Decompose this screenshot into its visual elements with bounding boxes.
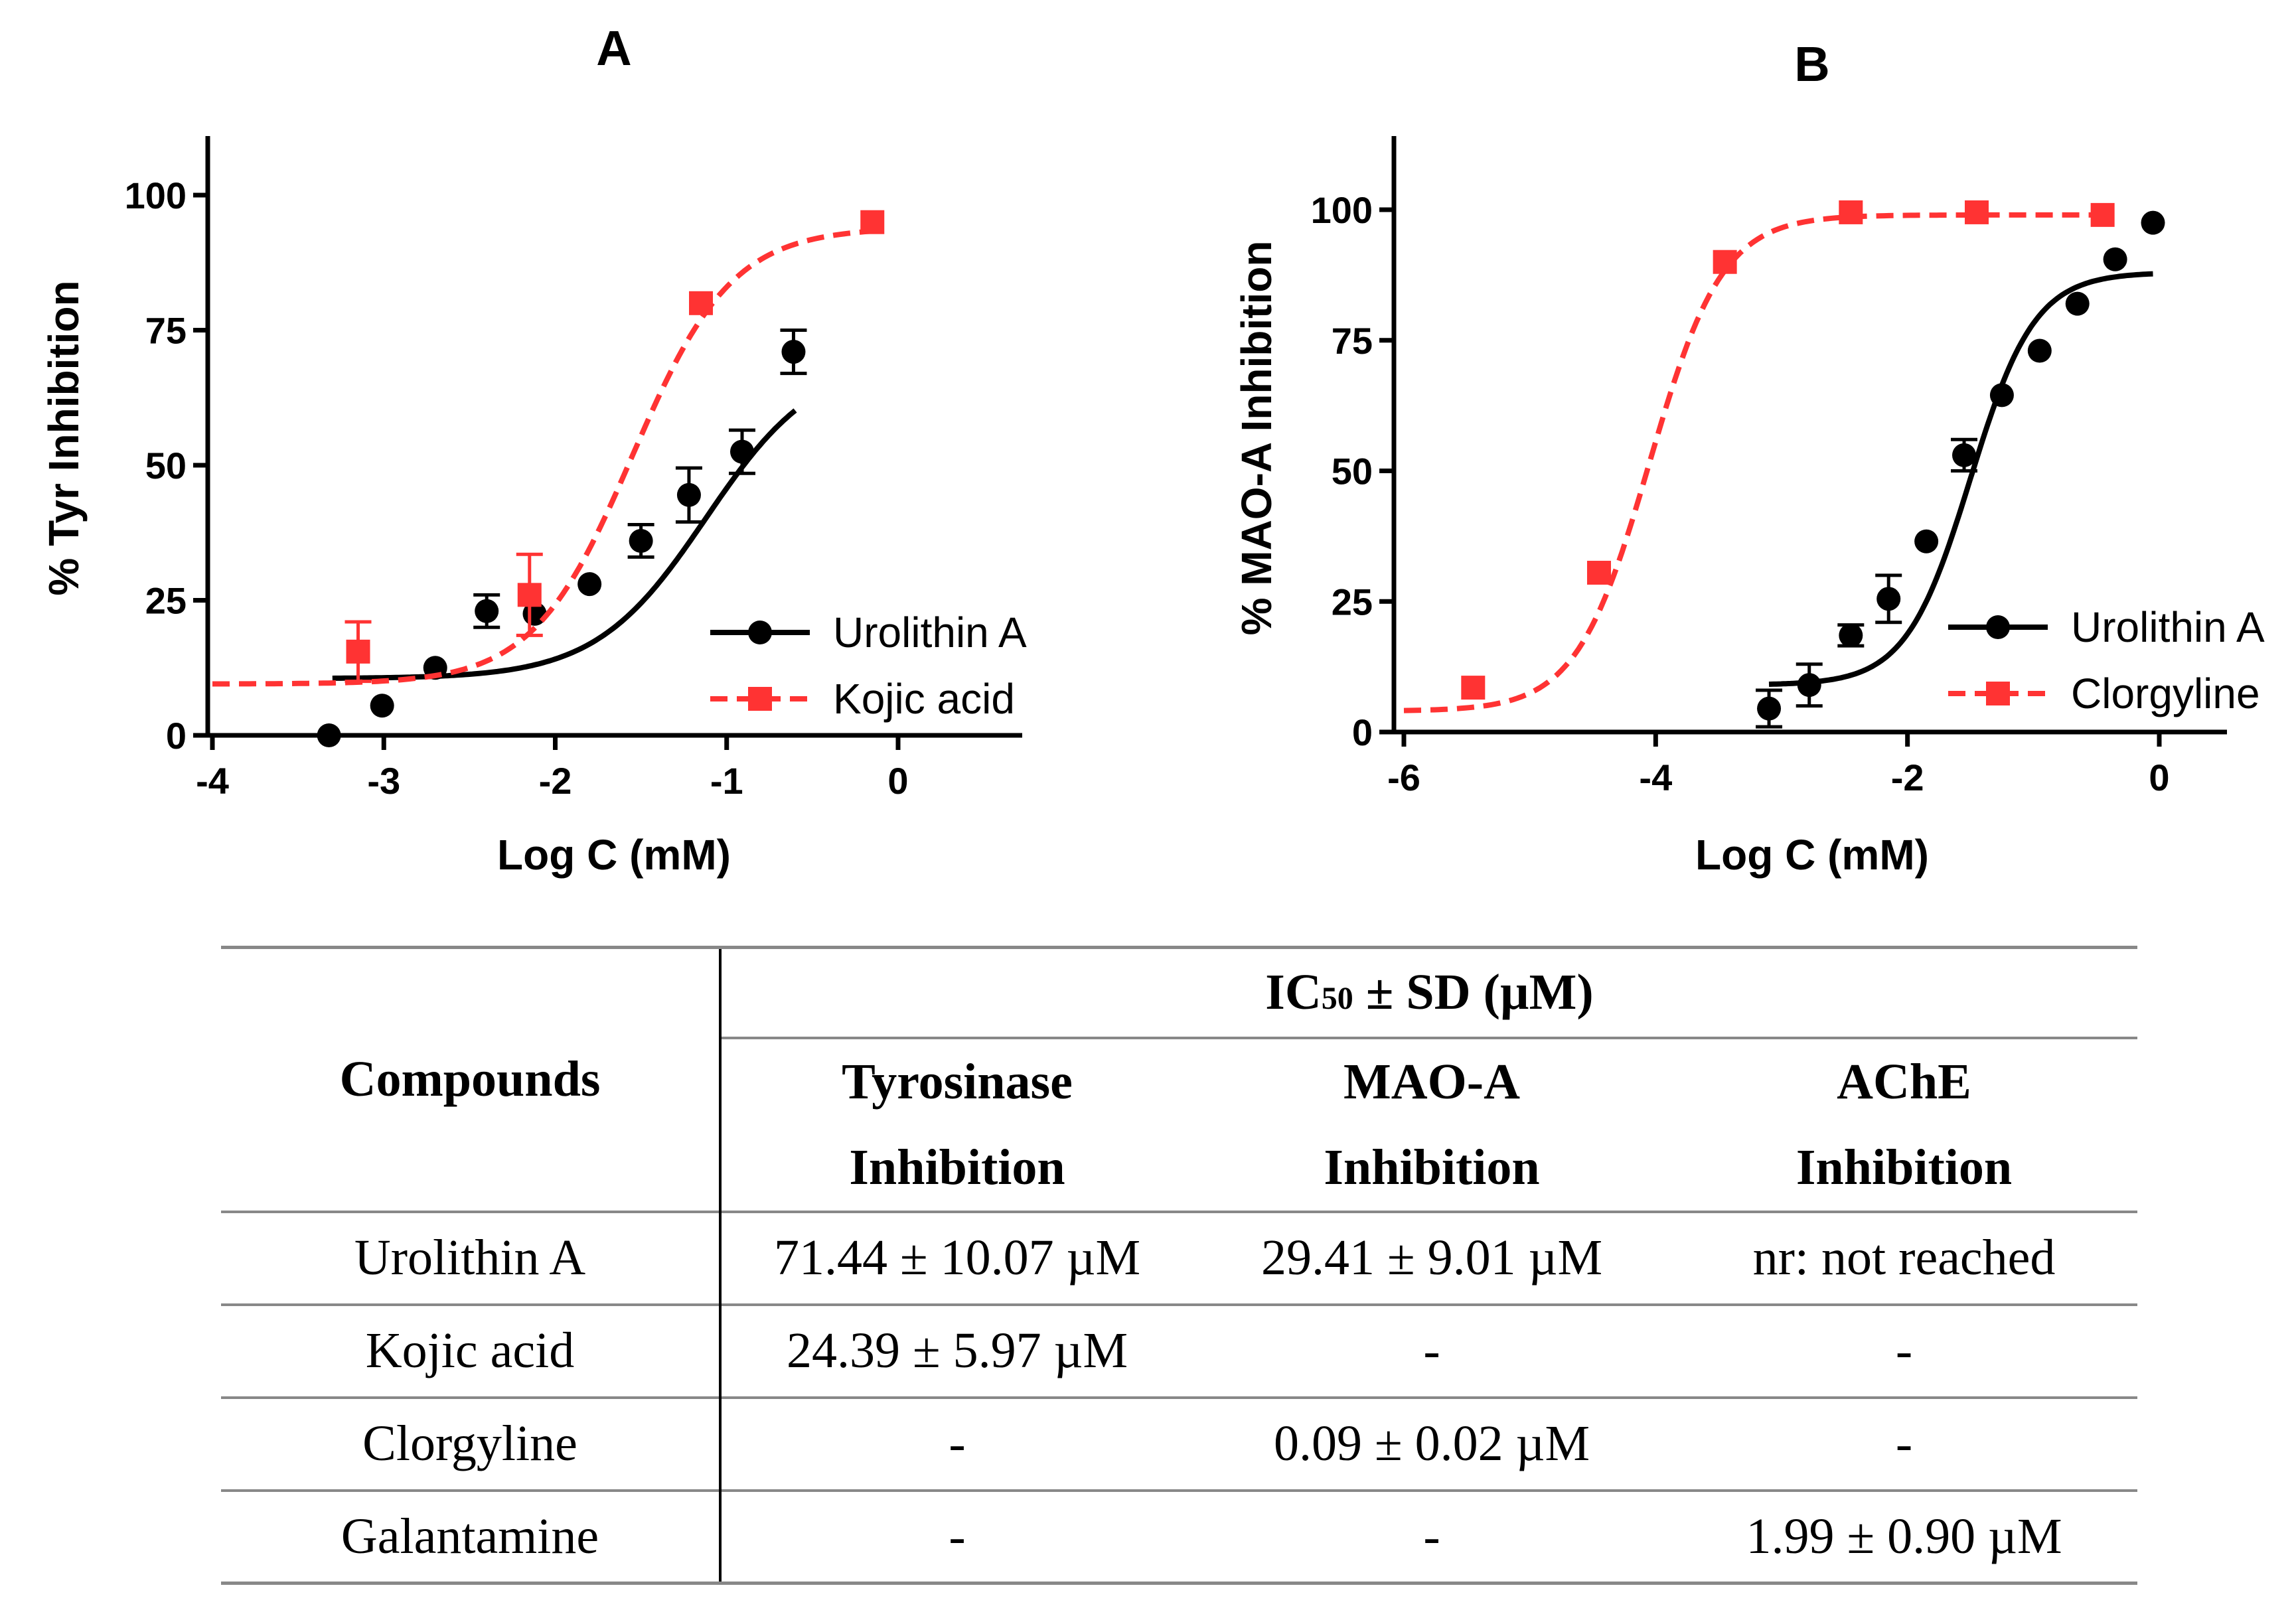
header-mao-a: MAO-A (1193, 1036, 1671, 1126)
urolithin-a-data-point (317, 723, 341, 747)
urolithin-a-legend-label: Urolithin A (2071, 603, 2265, 651)
tyr-value: - (720, 1396, 1193, 1491)
compound-name: Urolithin A (221, 1210, 722, 1305)
urolithin-a-data-point (781, 340, 806, 364)
compound-name: Kojic acid (221, 1303, 722, 1398)
tyr-value: - (720, 1489, 1193, 1585)
y-tick-label: 100 (1311, 189, 1373, 231)
x-axis-title: Log C (mM) (497, 831, 731, 879)
table-row: Urolithin A 71.44 ± 10.07 µM 29.41 ± 9.0… (221, 1210, 2137, 1305)
clorgyline-data-point (1839, 200, 1863, 224)
clorgyline-data-point (1461, 676, 1486, 700)
x-tick-label: -3 (367, 760, 400, 802)
clorgyline-legend-marker (1986, 682, 2010, 705)
y-tick-label: 50 (145, 445, 187, 486)
tyr-value: 24.39 ± 5.97 µM (720, 1303, 1193, 1398)
header-mao-a-line2: Inhibition (1324, 1140, 1540, 1195)
y-tick-label: 75 (1332, 320, 1373, 362)
urolithin-a-data-point (475, 599, 499, 623)
urolithin-a-data-point (1952, 443, 1977, 467)
ache-value: nr: not reached (1671, 1210, 2137, 1305)
urolithin-a-legend-marker (1986, 615, 2010, 639)
kojic-acid-data-point (689, 291, 714, 315)
table-row: Kojic acid 24.39 ± 5.97 µM - - (221, 1303, 2137, 1398)
compound-name: Galantamine (221, 1489, 722, 1585)
urolithin-a-data-point (1876, 587, 1901, 611)
kojic-acid-legend-label: Kojic acid (833, 675, 1015, 723)
x-tick-label: -2 (539, 760, 572, 802)
urolithin-a-legend-marker (748, 621, 772, 644)
x-tick-label: -1 (710, 760, 743, 802)
y-tick-label: 0 (1352, 711, 1373, 753)
mao-value: 0.09 ± 0.02 µM (1193, 1396, 1671, 1491)
header-compounds: Compounds (221, 946, 722, 1212)
kojic-acid-data-point (860, 210, 885, 234)
dose-response-figure: A -4 -3 -2 -1 0 0 25 50 75 100 Log C (mM) % Tyr Inhi… (40, 21, 2265, 879)
mao-value: - (1193, 1489, 1671, 1585)
kojic-acid-data-point (517, 583, 542, 607)
urolithin-a-data-point (676, 482, 701, 507)
ache-value: - (1671, 1396, 2137, 1491)
panel-letter: A (596, 21, 631, 76)
y-axis-title: % MAO-A Inhibition (1233, 241, 1280, 636)
y-tick-label: 50 (1332, 451, 1373, 492)
mao-value: 29.41 ± 9.01 µM (1193, 1210, 1671, 1305)
clorgyline-data-point (1964, 200, 1989, 224)
clorgyline-data-point (1713, 250, 1737, 274)
urolithin-a-data-point (1989, 383, 2014, 407)
y-tick-label: 25 (1332, 581, 1373, 623)
ache-value: 1.99 ± 0.90 µM (1671, 1489, 2137, 1585)
kojic-acid-fit-curve (212, 228, 873, 687)
urolithin-a-data-point (2027, 338, 2052, 363)
clorgyline-legend-label: Clorgyline (2071, 670, 2260, 717)
urolithin-a-fit-curve (1768, 271, 2153, 687)
urolithin-a-data-point (2065, 291, 2090, 316)
clorgyline-data-point (2090, 202, 2115, 227)
urolithin-a-fit-curve (332, 408, 797, 681)
clorgyline-data-point (1586, 560, 1611, 585)
panel-letter: B (1794, 37, 1829, 92)
x-tick-label: 0 (887, 760, 908, 802)
x-tick-label: -4 (1639, 757, 1672, 798)
urolithin-a-data-point (2103, 247, 2127, 271)
urolithin-a-data-point (577, 572, 602, 597)
urolithin-a-data-point (629, 528, 653, 553)
urolithin-a-data-point (370, 694, 394, 718)
header-ache-line2: Inhibition (1796, 1140, 2013, 1195)
x-tick-label: 0 (2149, 757, 2169, 798)
mao-value: - (1193, 1303, 1671, 1398)
panel-a-chart: A -4 -3 -2 -1 0 0 25 50 75 100 Log C (mM) % Tyr Inhi… (40, 21, 1027, 879)
header-ache: AChE (1671, 1036, 2137, 1126)
urolithin-a-data-point (1757, 696, 1782, 721)
x-tick-label: -4 (196, 760, 229, 802)
tyr-value: 71.44 ± 10.07 µM (720, 1210, 1193, 1305)
urolithin-a-data-point (2141, 210, 2165, 235)
kojic-acid-data-point (346, 639, 370, 664)
y-tick-label: 25 (145, 580, 187, 622)
x-axis-title: Log C (mM) (1695, 831, 1929, 879)
y-tick-label: 100 (125, 175, 187, 216)
urolithin-a-data-point (1839, 623, 1863, 648)
y-tick-label: 75 (145, 310, 187, 352)
ache-value: - (1671, 1303, 2137, 1398)
ic50-table: Compounds IC50 ± SD (µM) Tyrosinase MAO-… (221, 946, 2137, 1585)
urolithin-a-data-point (1914, 529, 1939, 553)
table-row: Galantamine - - 1.99 ± 0.90 µM (221, 1489, 2137, 1585)
header-tyrosinase-line2: Inhibition (849, 1140, 1065, 1195)
table-row: Clorgyline - 0.09 ± 0.02 µM - (221, 1396, 2137, 1491)
x-tick-label: -2 (1891, 757, 1924, 798)
urolithin-a-data-point (1797, 673, 1821, 698)
urolithin-a-data-point (729, 439, 754, 464)
y-tick-label: 0 (166, 715, 187, 757)
compound-name: Clorgyline (221, 1396, 722, 1491)
panel-b-chart: B -6 -4 -2 0 0 25 50 75 100 Log C (mM) % MAO-A Inhi… (1233, 37, 2265, 879)
header-ic50: IC50 ± SD (µM) (720, 946, 2137, 1038)
x-tick-label: -6 (1387, 757, 1420, 798)
y-axis-title: % Tyr Inhibition (40, 280, 88, 595)
header-tyrosinase: Tyrosinase (720, 1036, 1193, 1126)
kojic-acid-legend-marker (748, 687, 772, 711)
urolithin-a-legend-label: Urolithin A (833, 609, 1027, 656)
